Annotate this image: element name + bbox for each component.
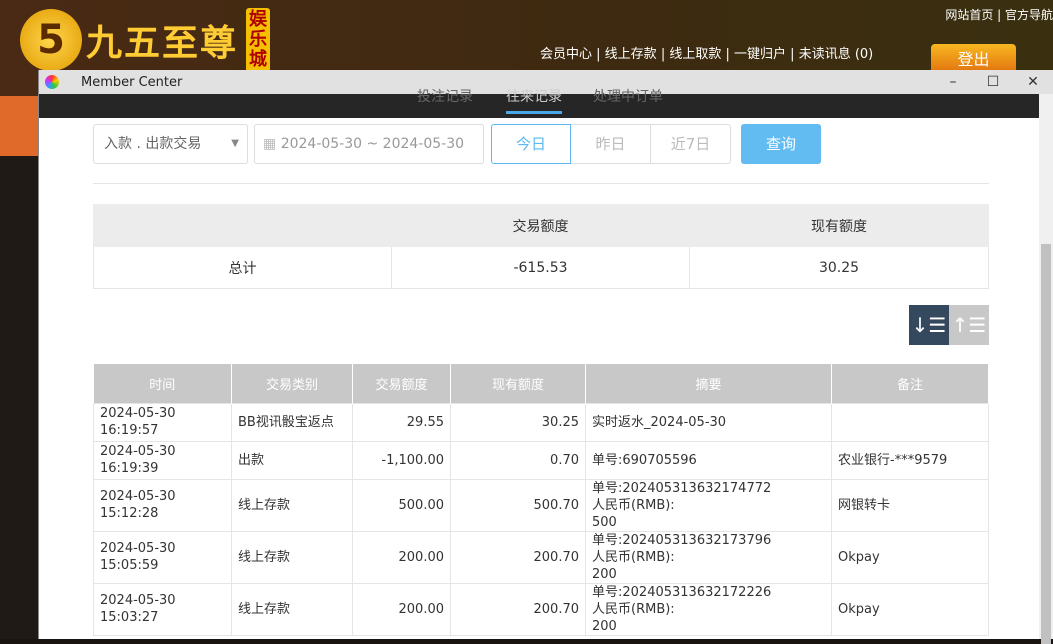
summary-header: 交易额度 bbox=[391, 204, 690, 247]
sort-descending-icon[interactable]: ↓☰ bbox=[909, 305, 949, 345]
tab-bet-records[interactable]: 投注记录 bbox=[417, 89, 473, 105]
date-range-input[interactable]: ▦ 2024-05-30 ~ 2024-05-30 bbox=[254, 124, 484, 164]
table-row: 2024-05-30 16:19:39 出款 -1,100.00 0.70 单号:690… bbox=[93, 440, 989, 480]
summary-cell: 实时返水_2024-05-30 bbox=[585, 402, 832, 442]
time-cell: 2024-05-30 16:19:57 bbox=[93, 402, 232, 442]
table-row: 2024-05-30 16:19:57 BB视讯骰宝返点 29.55 30.25 实时返… bbox=[93, 402, 989, 442]
balance-cell: 30.25 bbox=[450, 402, 586, 442]
chevron-down-icon: ▼ bbox=[231, 138, 239, 149]
top-links[interactable]: 网站首页 | 官方导航 bbox=[945, 8, 1053, 22]
time-cell: 2024-05-30 15:05:59 bbox=[93, 530, 232, 584]
column-header: 现有额度 bbox=[450, 364, 586, 403]
amount-cell: -1,100.00 bbox=[352, 440, 451, 480]
summary-label: 总计 bbox=[93, 246, 392, 289]
tab-transaction-records[interactable]: 往来记录 bbox=[506, 86, 562, 114]
tab-pending-orders[interactable]: 处理中订单 bbox=[593, 89, 663, 105]
nav-deposit[interactable]: 线上存款 bbox=[604, 47, 657, 62]
site-logo[interactable]: 5 九五至尊 娱乐城 bbox=[20, 8, 271, 72]
transactions-table: 时间 交易类别 交易额度 现有额度 摘要 备注 2024-05-30 16:19:57 BB… bbox=[93, 364, 989, 636]
summary-transaction-total: -615.53 bbox=[391, 246, 690, 289]
summary-header: 现有额度 bbox=[689, 204, 989, 247]
balance-cell: 200.70 bbox=[450, 530, 586, 584]
nav-member-center[interactable]: 会员中心 bbox=[540, 47, 593, 62]
summary-cell: 单号:202405313632172226 人民币(RMB): 200 bbox=[585, 582, 832, 636]
yesterday-button[interactable]: 昨日 bbox=[571, 124, 651, 164]
remark-cell: Okpay bbox=[831, 530, 989, 584]
transaction-type-select[interactable]: 入款 . 出款交易 ▼ bbox=[93, 124, 248, 164]
minimize-button[interactable]: – bbox=[949, 74, 957, 90]
type-cell: BB视讯骰宝返点 bbox=[231, 402, 353, 442]
main-nav: 会员中心 | 线上存款 | 线上取款 | 一键归户 | 未读讯息 (0) bbox=[540, 47, 874, 62]
scrollbar-thumb[interactable] bbox=[1041, 244, 1051, 644]
select-value: 入款 . 出款交易 bbox=[104, 136, 202, 152]
balance-cell: 200.70 bbox=[450, 582, 586, 636]
amount-cell: 200.00 bbox=[352, 582, 451, 636]
calendar-icon: ▦ bbox=[263, 136, 281, 152]
summary-cell: 单号:202405313632173796 人民币(RMB): 200 bbox=[585, 530, 832, 584]
nav-consolidate[interactable]: 一键归户 bbox=[734, 47, 787, 62]
type-cell: 线上存款 bbox=[231, 530, 353, 584]
balance-cell: 500.70 bbox=[450, 478, 586, 532]
window-title: Member Center bbox=[81, 74, 183, 90]
content: 入款 . 出款交易 ▼ ▦ 2024-05-30 ~ 2024-05-30 今日 … bbox=[93, 124, 989, 636]
filter-bar: 入款 . 出款交易 ▼ ▦ 2024-05-30 ~ 2024-05-30 今日 … bbox=[93, 124, 989, 164]
summary-balance: 30.25 bbox=[689, 246, 989, 289]
column-header: 交易额度 bbox=[352, 364, 451, 403]
close-button[interactable]: ✕ bbox=[1027, 74, 1039, 90]
logo-tag: 娱乐城 bbox=[246, 8, 271, 72]
sort-controls: ↓☰ ↑☰ bbox=[93, 305, 989, 345]
column-header: 摘要 bbox=[585, 364, 832, 403]
summary-cell: 单号:690705596 bbox=[585, 440, 832, 480]
remark-cell: Okpay bbox=[831, 582, 989, 636]
app-icon bbox=[45, 75, 59, 89]
time-cell: 2024-05-30 15:03:27 bbox=[93, 582, 232, 636]
divider bbox=[93, 183, 989, 184]
column-header: 时间 bbox=[93, 364, 232, 403]
nav-withdraw[interactable]: 线上取款 bbox=[669, 47, 722, 62]
scrollbar[interactable] bbox=[1039, 94, 1053, 644]
member-center-window: Member Center – ☐ ✕ 投注记录 往来记录 处理中订单 入款 .… bbox=[38, 70, 1053, 644]
column-header: 交易类别 bbox=[231, 364, 353, 403]
remark-cell: 网银转卡 bbox=[831, 478, 989, 532]
logo-mark: 5 bbox=[20, 9, 82, 71]
logo-text: 九五至尊 bbox=[86, 22, 239, 64]
maximize-button[interactable]: ☐ bbox=[986, 74, 1000, 90]
nav-messages[interactable]: 未读讯息 (0) bbox=[798, 47, 874, 62]
last-7-days-button[interactable]: 近7日 bbox=[651, 124, 731, 164]
time-cell: 2024-05-30 16:19:39 bbox=[93, 440, 232, 480]
balance-cell: 0.70 bbox=[450, 440, 586, 480]
table-row: 2024-05-30 15:03:27 线上存款 200.00 200.70 单号:20… bbox=[93, 582, 989, 636]
type-cell: 线上存款 bbox=[231, 582, 353, 636]
sort-ascending-icon[interactable]: ↑☰ bbox=[949, 305, 989, 345]
background-page bbox=[0, 156, 40, 639]
summary-table: 交易额度 现有额度 总计 -615.53 30.25 bbox=[93, 204, 989, 289]
search-button[interactable]: 查询 bbox=[741, 124, 821, 164]
type-cell: 线上存款 bbox=[231, 478, 353, 532]
column-header: 备注 bbox=[831, 364, 989, 403]
amount-cell: 500.00 bbox=[352, 478, 451, 532]
amount-cell: 29.55 bbox=[352, 402, 451, 442]
today-button[interactable]: 今日 bbox=[491, 124, 571, 164]
table-row: 2024-05-30 15:12:28 线上存款 500.00 500.70 单号:20… bbox=[93, 478, 989, 532]
amount-cell: 200.00 bbox=[352, 530, 451, 584]
title-bar[interactable]: Member Center – ☐ ✕ bbox=[39, 70, 1053, 94]
remark-cell: 农业银行-***9579 bbox=[831, 440, 989, 480]
table-row: 2024-05-30 15:05:59 线上存款 200.00 200.70 单号:20… bbox=[93, 530, 989, 584]
summary-cell: 单号:202405313632174772 人民币(RMB): 500 bbox=[585, 478, 832, 532]
remark-cell bbox=[831, 402, 989, 442]
record-tabs: 投注记录 往来记录 处理中订单 bbox=[39, 89, 1039, 118]
time-cell: 2024-05-30 15:12:28 bbox=[93, 478, 232, 532]
date-range-value: 2024-05-30 ~ 2024-05-30 bbox=[280, 136, 465, 152]
background-banner bbox=[0, 96, 40, 156]
summary-header bbox=[93, 204, 392, 247]
type-cell: 出款 bbox=[231, 440, 353, 480]
logout-button[interactable]: 登出 bbox=[931, 44, 1016, 74]
